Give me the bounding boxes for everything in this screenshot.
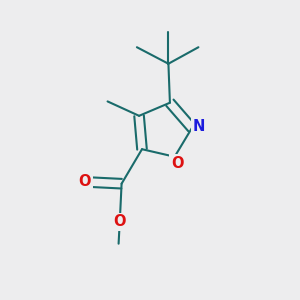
Text: O: O — [79, 174, 91, 189]
Text: O: O — [171, 156, 183, 171]
Text: N: N — [192, 119, 205, 134]
Text: O: O — [113, 214, 126, 229]
